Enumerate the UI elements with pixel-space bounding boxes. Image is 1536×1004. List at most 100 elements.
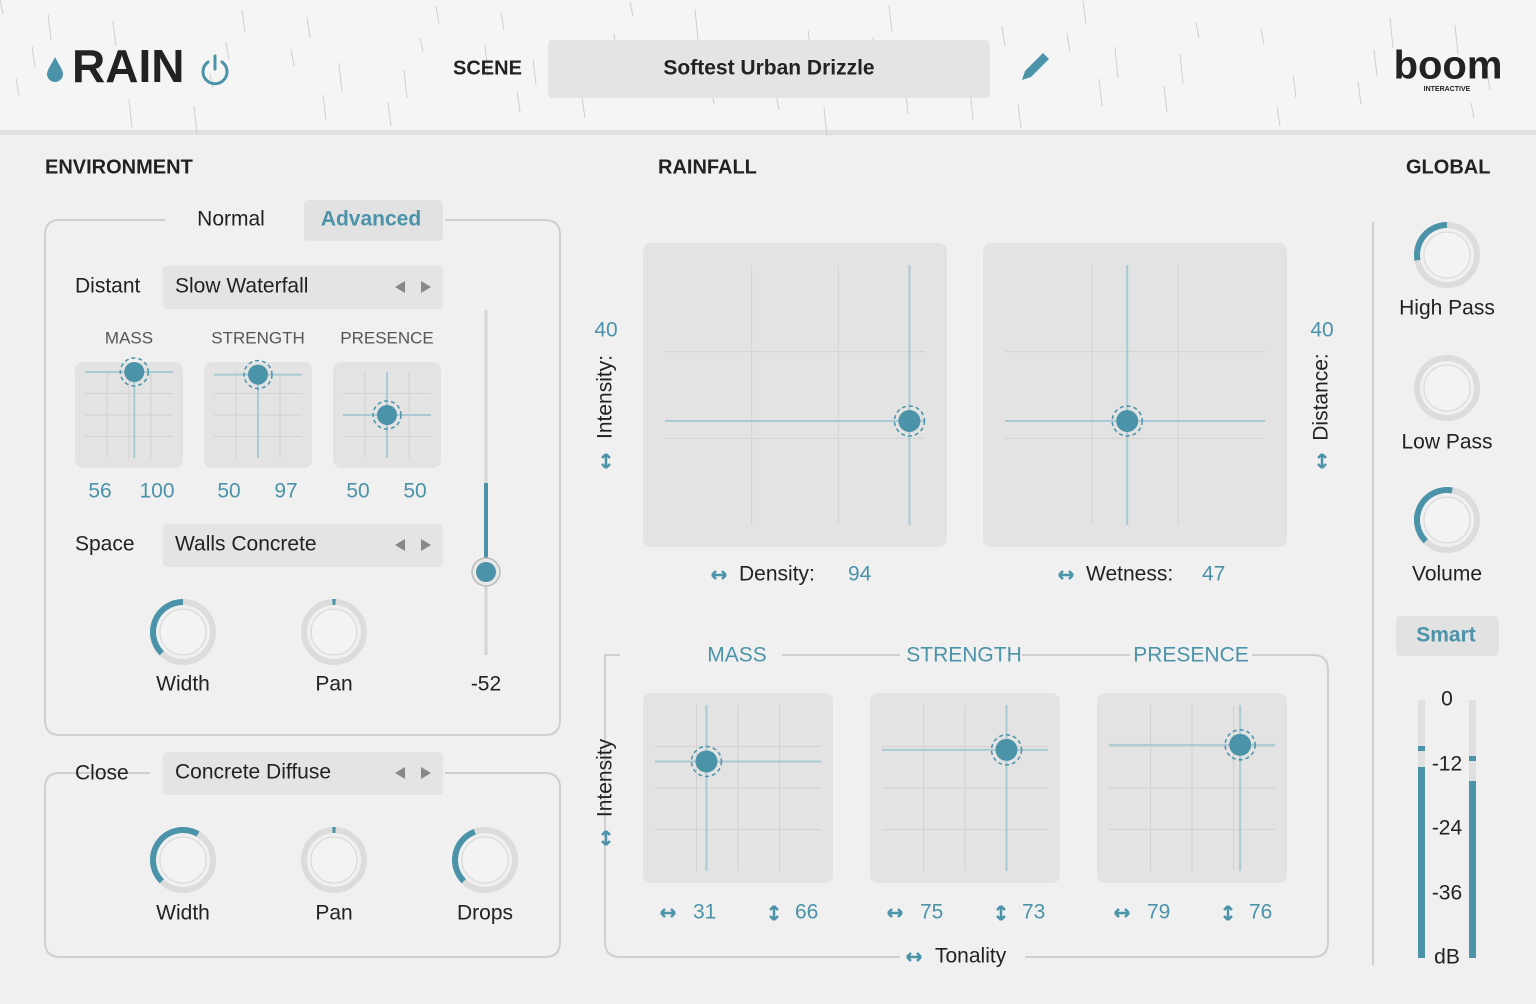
pad-y-value: 73 [1022, 901, 1045, 924]
pad-handle[interactable] [1116, 410, 1139, 432]
pad-handle-ring [1224, 729, 1256, 761]
rain-drop-icon [47, 57, 63, 82]
pad-handle[interactable] [695, 750, 718, 773]
preset-selector[interactable] [163, 524, 443, 567]
knob-label: High Pass [1399, 297, 1495, 320]
pad-label: STRENGTH [906, 644, 1022, 667]
pad-handle[interactable] [898, 410, 921, 432]
knob-label: Volume [1412, 563, 1482, 586]
pad-y-value: 76 [1249, 901, 1272, 924]
smart-label[interactable]: Smart [1416, 624, 1476, 647]
prev-arrow[interactable] [395, 281, 405, 293]
rain-streak [1066, 32, 1071, 53]
preset-selector[interactable] [163, 752, 443, 795]
header-shadow [0, 130, 1536, 135]
logo-sub: INTERACTIVE [1424, 86, 1471, 93]
tab-advanced[interactable]: Advanced [321, 208, 421, 231]
rain-streak [629, 1, 634, 17]
pad-handle-ring [243, 359, 273, 390]
rain-streak [435, 5, 440, 25]
knob-face [1423, 364, 1471, 412]
tab-advanced-bg[interactable] [304, 200, 443, 241]
knob-arc [1414, 487, 1453, 544]
pad-handle[interactable] [377, 405, 397, 425]
intensity-value: 40 [594, 319, 617, 342]
pad-y-value: 50 [403, 480, 426, 503]
rain-streak [31, 45, 36, 69]
section-title: RAINFALL [658, 156, 757, 178]
rain-streak [0, 0, 4, 15]
space-label: Space [75, 533, 135, 556]
level-value: -52 [471, 673, 501, 696]
preset-name: Slow Waterfall [175, 275, 308, 298]
meter-peak [1469, 756, 1476, 761]
pad-handle[interactable] [1229, 733, 1252, 756]
smart-button[interactable] [1396, 616, 1499, 656]
pad-x-value: 75 [920, 901, 943, 924]
rain-streak [888, 4, 893, 33]
knob-arc [1414, 222, 1448, 261]
rain-streak [306, 16, 311, 39]
level-slider-dot[interactable] [476, 562, 496, 582]
power-button[interactable] [201, 54, 229, 86]
rain-streak [1292, 74, 1297, 99]
rain-streak [112, 20, 117, 47]
pad-label: STRENGTH [211, 328, 305, 347]
pad-handle[interactable] [124, 362, 145, 382]
rain-streak [1357, 81, 1362, 105]
edit-scene-button[interactable] [1022, 53, 1049, 80]
close-panel [44, 772, 561, 958]
pad-label: PRESENCE [340, 328, 434, 347]
rain-streak [1454, 24, 1459, 55]
pad-x-value: 79 [1147, 901, 1170, 924]
rain-streak [1373, 49, 1378, 77]
next-arrow[interactable] [421, 281, 431, 293]
xy-pad[interactable] [983, 243, 1287, 547]
pad-y-value: 66 [795, 901, 818, 924]
rain-streak [1389, 17, 1394, 49]
rain-streak [516, 90, 521, 113]
rain-streak [1179, 53, 1184, 85]
rain-streak [387, 101, 392, 127]
xy-pad[interactable] [643, 243, 947, 547]
pad-y-value: 100 [139, 480, 174, 503]
pad-x-axis-label: Tonality [935, 945, 1007, 968]
prev-arrow[interactable] [395, 539, 405, 551]
pad-label: PRESENCE [1133, 644, 1249, 667]
rain-streak [484, 44, 489, 77]
tab-normal[interactable]: Normal [197, 208, 265, 231]
prev-arrow[interactable] [395, 767, 405, 779]
intensity-label: Intensity: [594, 355, 617, 439]
pad-x-value: 31 [693, 901, 716, 924]
pad-x-value: 50 [346, 480, 369, 503]
v-arrow-icon [769, 905, 779, 921]
rain-streak [1114, 46, 1119, 79]
scene-selector[interactable] [548, 40, 990, 98]
density-value: 94 [848, 563, 872, 586]
knob-arc [150, 599, 184, 656]
rain-streak [96, 52, 101, 75]
density-label: Density: [739, 563, 815, 586]
rain-streak [193, 105, 198, 135]
pad-handle-ring [372, 400, 402, 430]
rain-streak [500, 12, 505, 31]
next-arrow[interactable] [421, 767, 431, 779]
rain-streak [47, 13, 52, 41]
pad-x-value: 50 [217, 480, 240, 503]
next-arrow[interactable] [421, 539, 431, 551]
rain-streak [1163, 85, 1168, 113]
rain-streak [144, 66, 149, 83]
knob-face [1423, 231, 1471, 279]
preset-selector[interactable] [163, 266, 443, 309]
rain-streak [1276, 106, 1281, 127]
scene-name[interactable]: Softest Urban Drizzle [663, 57, 874, 80]
pad-handle[interactable] [248, 364, 268, 385]
environment-panel [44, 219, 561, 736]
distance-value: 40 [1310, 319, 1333, 342]
meter-fill [1418, 767, 1425, 958]
scene-label: SCENE [453, 57, 522, 79]
meter-peak [1418, 746, 1425, 751]
rain-streak [128, 98, 133, 129]
h-arrow-icon [887, 908, 903, 918]
pad-handle[interactable] [995, 738, 1018, 761]
